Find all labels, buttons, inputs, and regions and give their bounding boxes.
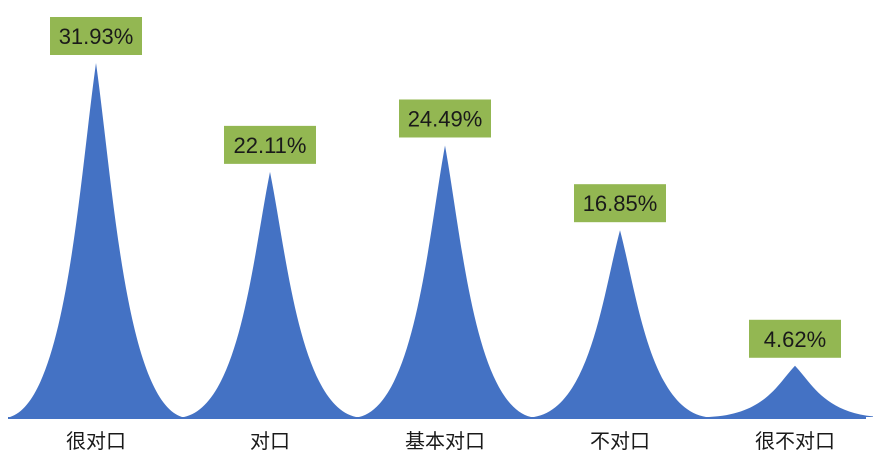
peak-4 [534,230,706,417]
value-label-box-1 [50,17,142,55]
category-label-5: 很不对口 [755,429,835,453]
peak-5 [709,365,873,417]
peak-1 [10,63,182,417]
value-label-box-5 [749,319,841,358]
value-label-5: 4.62% [764,327,826,352]
value-label-3: 24.49% [408,106,483,131]
category-label-3: 基本对口 [405,429,485,453]
value-label-1: 31.93% [59,24,134,49]
category-label-1: 很对口 [66,429,126,453]
value-label-4: 16.85% [583,191,658,216]
value-label-box-2 [224,125,316,164]
category-label-4: 不对口 [590,429,650,453]
value-label-box-3 [399,99,491,138]
value-label-2: 22.11% [234,133,307,158]
value-label-box-4 [574,184,666,223]
category-label-2: 对口 [250,429,290,453]
peak-2 [184,171,356,417]
peak-3 [359,145,531,417]
